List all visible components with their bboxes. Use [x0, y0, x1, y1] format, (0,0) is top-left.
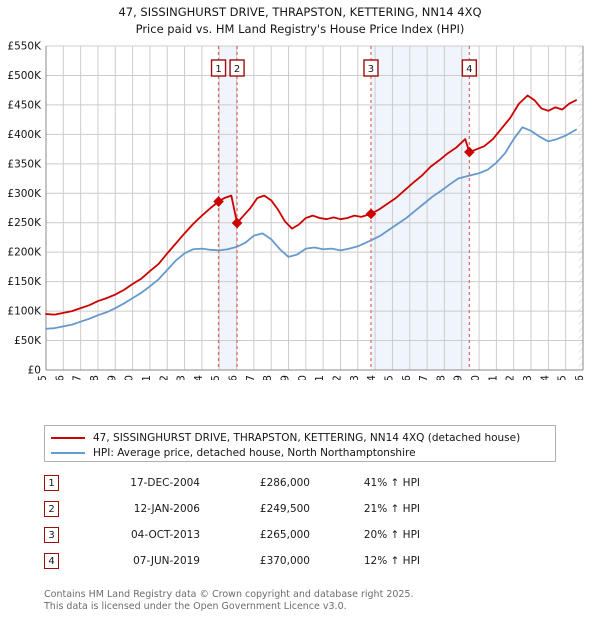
y-tick-label-150000: £150K [7, 276, 42, 288]
y-tick-label-0: £0 [28, 365, 41, 377]
x-tick-label-2011: 2011 [314, 375, 326, 380]
table-row[interactable]: 3 04-OCT-2013 £265,000 20% ↑ HPI [44, 522, 564, 548]
page-title: 47, SISSINGHURST DRIVE, THRAPSTON, KETTE… [0, 4, 600, 38]
y-tick-label-550000: £550K [7, 41, 42, 53]
x-tick-label-2008: 2008 [262, 375, 274, 380]
series-line-property [45, 94, 577, 316]
x-tick-label-1997: 1997 [72, 375, 84, 380]
x-tick-label-2005: 2005 [210, 375, 222, 380]
title-line-2: Price paid vs. HM Land Registry's House … [135, 22, 465, 36]
y-tick-label-100000: £100K [7, 306, 42, 318]
x-tick-label-2016: 2016 [401, 375, 413, 380]
y-tick-label-50000: £50K [14, 335, 42, 347]
projection-hatch-region [578, 46, 583, 370]
plot-background [46, 46, 583, 370]
footer-line-1: Contains HM Land Registry data © Crown c… [44, 589, 414, 600]
event-marker-2[interactable] [231, 217, 243, 229]
legend-item-property: 47, SISSINGHURST DRIVE, THRAPSTON, KETTE… [51, 430, 549, 445]
x-tick-label-1996: 1996 [54, 375, 66, 380]
legend-label-property: 47, SISSINGHURST DRIVE, THRAPSTON, KETTE… [93, 431, 521, 444]
y-tick-label-350000: £350K [7, 158, 42, 170]
y-tick-label-400000: £400K [7, 129, 42, 141]
event-badge-box-4[interactable] [461, 59, 478, 77]
table-row[interactable]: 2 12-JAN-2006 £249,500 21% ↑ HPI [44, 496, 564, 522]
legend-swatch-hpi [51, 451, 85, 454]
event-marker-1[interactable] [213, 196, 224, 207]
transactions-table: 1 17-DEC-2004 £286,000 41% ↑ HPI 2 12-JA… [44, 470, 564, 574]
event-badge-box-3[interactable] [363, 59, 379, 77]
row-badge-4: 4 [44, 553, 59, 569]
event-badge-box-1[interactable] [210, 59, 227, 77]
row-price-3: £265,000 [259, 529, 310, 541]
row-price-2: £249,500 [259, 503, 310, 515]
row-date-2: 12-JAN-2006 [133, 503, 200, 515]
row-badge-3: 3 [44, 527, 59, 543]
footer-attribution: Contains HM Land Registry data © Crown c… [44, 589, 584, 612]
x-tick-label-1998: 1998 [89, 375, 101, 380]
table-row[interactable]: 4 07-JUN-2019 £370,000 12% ↑ HPI [44, 548, 564, 574]
x-tick-label-2004: 2004 [193, 375, 205, 380]
hpi-chart: 1 2 3 4 £0 £50K £100K £150K £200K £250K £300K £350K… [0, 40, 600, 381]
row-delta-2: 21% ↑ HPI [363, 503, 420, 515]
x-tick-label-2019: 2019 [453, 375, 465, 380]
x-tick-label-2002: 2002 [158, 375, 170, 380]
x-tick-label-2003: 2003 [176, 375, 188, 380]
y-tick-label-450000: £450K [7, 99, 42, 111]
row-badge-2: 2 [44, 501, 59, 517]
title-line-1: 47, SISSINGHURST DRIVE, THRAPSTON, KETTE… [118, 5, 482, 19]
event-marker-4[interactable] [464, 146, 475, 158]
row-price-4: £370,000 [259, 555, 310, 567]
row-delta-4: 12% ↑ HPI [363, 555, 420, 567]
x-tick-label-2023: 2023 [522, 375, 534, 380]
row-price-1: £286,000 [259, 477, 310, 489]
x-tick-label-2024: 2024 [539, 375, 551, 380]
row-badge-1: 1 [44, 475, 59, 491]
footer-line-2: This data is licensed under the Open Gov… [44, 600, 347, 612]
x-tick-label-2021: 2021 [487, 375, 499, 380]
row-delta-3: 20% ↑ HPI [363, 529, 420, 541]
y-tick-label-300000: £300K [7, 188, 42, 200]
event-badge-label-4: 4 [466, 64, 472, 75]
legend-item-hpi: HPI: Average price, detached house, Nort… [51, 445, 549, 460]
x-tick-label-2001: 2001 [141, 375, 153, 380]
event-marker-3[interactable] [365, 208, 377, 220]
x-tick-label-2006: 2006 [228, 375, 240, 380]
x-tick-label-2009: 2009 [280, 375, 292, 380]
row-date-3: 04-OCT-2013 [131, 529, 200, 541]
legend-swatch-property [51, 436, 85, 439]
legend-label-hpi: HPI: Average price, detached house, Nort… [93, 446, 416, 459]
chart-canvas: 1 2 3 4 £0 £50K £100K £150K £200K £250K £300K £350K… [7, 41, 586, 381]
row-date-1: 17-DEC-2004 [130, 477, 200, 489]
series-line-hpi [45, 126, 577, 330]
x-tick-label-2010: 2010 [297, 375, 309, 380]
row-date-4: 07-JUN-2019 [133, 555, 200, 567]
x-tick-label-2012: 2012 [331, 375, 343, 380]
x-tick-label-2026: 2026 [574, 375, 586, 380]
table-row[interactable]: 1 17-DEC-2004 £286,000 41% ↑ HPI [44, 470, 564, 496]
x-tick-label-2013: 2013 [349, 375, 361, 380]
y-tick-label-250000: £250K [7, 217, 42, 229]
x-tick-label-2020: 2020 [470, 375, 482, 380]
y-tick-label-500000: £500K [7, 70, 42, 82]
x-tick-label-2017: 2017 [418, 375, 430, 380]
event-badge-box-2[interactable] [229, 59, 245, 77]
event-band-2 [370, 46, 470, 370]
x-tick-label-2018: 2018 [435, 375, 447, 380]
x-tick-label-2000: 2000 [124, 375, 136, 380]
x-tick-label-2015: 2015 [383, 375, 395, 380]
event-badge-label-1: 1 [215, 64, 221, 75]
x-tick-label-2014: 2014 [366, 375, 378, 380]
chart-legend: 47, SISSINGHURST DRIVE, THRAPSTON, KETTE… [44, 425, 556, 462]
row-delta-1: 41% ↑ HPI [363, 477, 420, 489]
y-tick-label-200000: £200K [7, 247, 42, 259]
x-tick-label-2022: 2022 [505, 375, 517, 380]
x-tick-label-2007: 2007 [245, 375, 257, 380]
x-tick-label-1999: 1999 [106, 375, 118, 380]
event-band-1 [218, 46, 238, 370]
event-badge-label-2: 2 [234, 64, 240, 75]
x-tick-label-2025: 2025 [557, 375, 569, 380]
event-badge-label-3: 3 [368, 64, 374, 75]
x-tick-label-1995: 1995 [37, 375, 49, 380]
